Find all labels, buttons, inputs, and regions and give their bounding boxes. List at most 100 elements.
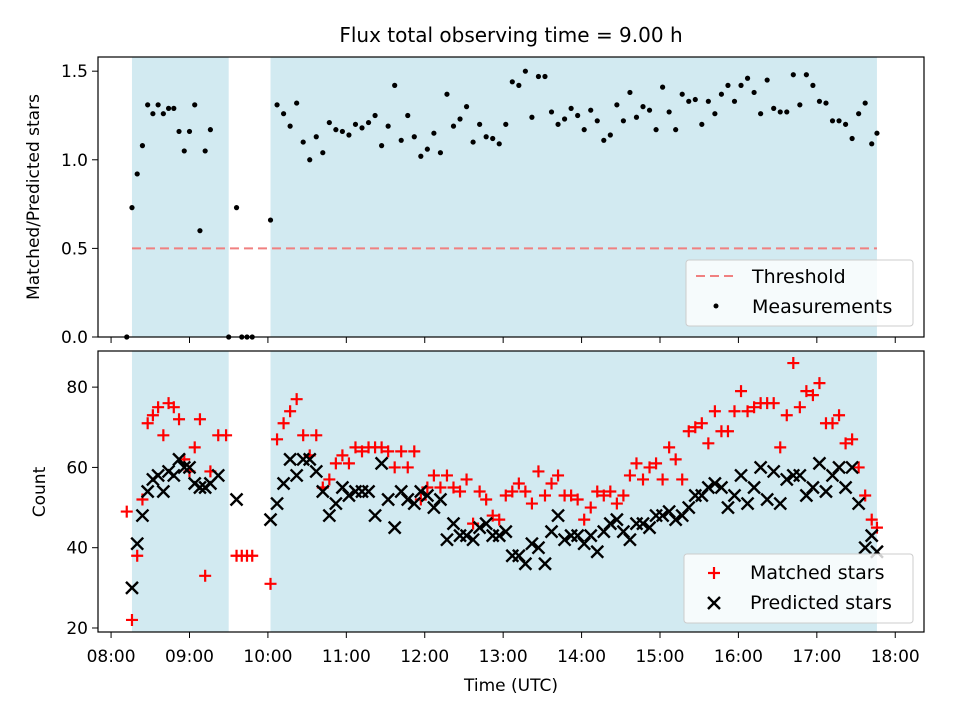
top-axes-frame [97,56,925,338]
predicted-star-point [156,484,171,499]
matched-star-point [637,473,650,486]
measurement-point [267,217,274,223]
predicted-star-point [734,468,748,483]
matched-star-point [284,405,297,418]
measurement-point [653,127,659,133]
predicted-stars-legend-label: Predicted stars [750,592,892,614]
matched-star-point [571,493,584,506]
x-tick-label: 08:00 [87,647,136,667]
predicted-star-point [681,500,696,515]
measurement-point [862,100,868,106]
measurement-point [365,119,372,126]
measurement-point [450,123,457,129]
measurement-point [692,96,698,103]
predicted-star-point [531,540,546,555]
matched-star-point [826,417,839,430]
measurement-point [842,121,849,127]
measurement-point [192,102,198,108]
matched-stars-legend-marker [708,567,720,579]
predicted-star-point [309,464,324,479]
measurement-point [738,82,744,88]
matched-star-point [774,441,787,454]
measurement-point [294,100,300,106]
matched-star-point [735,385,748,398]
measurement-point [233,205,240,211]
predicted-star-point [636,516,650,531]
measurement-point [751,89,757,96]
measurement-point [555,121,561,127]
matched-star-point [793,401,806,414]
predicted-star-point [387,520,402,535]
measurement-point [392,82,398,88]
measurement-point [490,135,496,142]
matched-star-point [277,417,290,430]
top-x-ticks [110,337,896,343]
measurement-point [145,102,151,108]
predicted-star-point [766,464,781,479]
predicted-star-point [459,528,474,543]
measurement-point [431,130,437,136]
predicted-star-point [851,496,866,511]
measurement-point [352,121,359,127]
predicted-star-point [498,524,513,539]
matched-star-point [689,421,702,434]
predicted-stars-points [125,452,884,595]
predicted-star-point [623,532,637,547]
x-tick-label: 12:00 [400,647,449,667]
measurement-point [359,125,365,131]
matched-star-point [401,461,414,474]
matched-star-point [656,473,669,486]
measurement-point [666,109,672,115]
measurement-point [280,111,287,117]
y-tick-label: 40 [66,539,88,559]
predicted-star-point [263,512,278,527]
matched-star-point [120,505,133,518]
matched-star-point [839,437,852,450]
matched-star-point [545,477,558,490]
measurement-point [186,128,193,135]
matched-star-point [193,413,206,426]
bottom-legend: Matched stars Predicted stars [683,553,914,624]
predicted-star-point [583,528,598,543]
predicted-star-point [590,544,605,559]
matched-star-point [434,481,447,494]
matched-star-point [408,445,421,458]
matched-star-point [157,429,170,442]
predicted-star-point [864,528,879,543]
measurement-point [816,98,823,104]
x-tick-label: 09:00 [165,647,214,667]
measurement-point [385,123,391,129]
matched-star-point [323,473,336,486]
predicted-star-point [779,472,794,487]
predicted-star-point [655,508,670,523]
measurements-legend-label: Measurements [752,296,892,318]
predicted-star-point [315,484,330,499]
matched-star-point [597,489,610,502]
matched-star-point [512,477,525,490]
matched-star-point [565,489,578,502]
matched-star-point [708,405,721,418]
measurements-legend-marker [713,303,719,309]
matched-stars-points [120,357,883,626]
measurement-point [372,112,378,119]
predicted-star-point [151,468,165,483]
measurement-point [300,139,306,145]
predicted-star-point [557,532,572,547]
matched-star-point [859,489,872,502]
measurement-point [810,82,816,88]
predicted-star-point [740,496,755,511]
matched-stars-legend-label: Matched stars [750,562,884,584]
predicted-star-point [714,480,729,495]
matched-star-point [499,489,512,502]
x-tick-label: 11:00 [322,647,371,667]
measurement-point [718,91,725,97]
predicted-star-point [374,456,389,471]
measurement-point [874,130,880,136]
matched-star-point [349,441,362,454]
bottom-y-axis-label: Count [30,466,50,517]
measurement-point [379,143,385,149]
measurement-point [829,118,836,124]
predicted-star-point [721,500,735,515]
measurement-point [731,98,738,104]
y-tick-label: 1.0 [61,151,88,171]
